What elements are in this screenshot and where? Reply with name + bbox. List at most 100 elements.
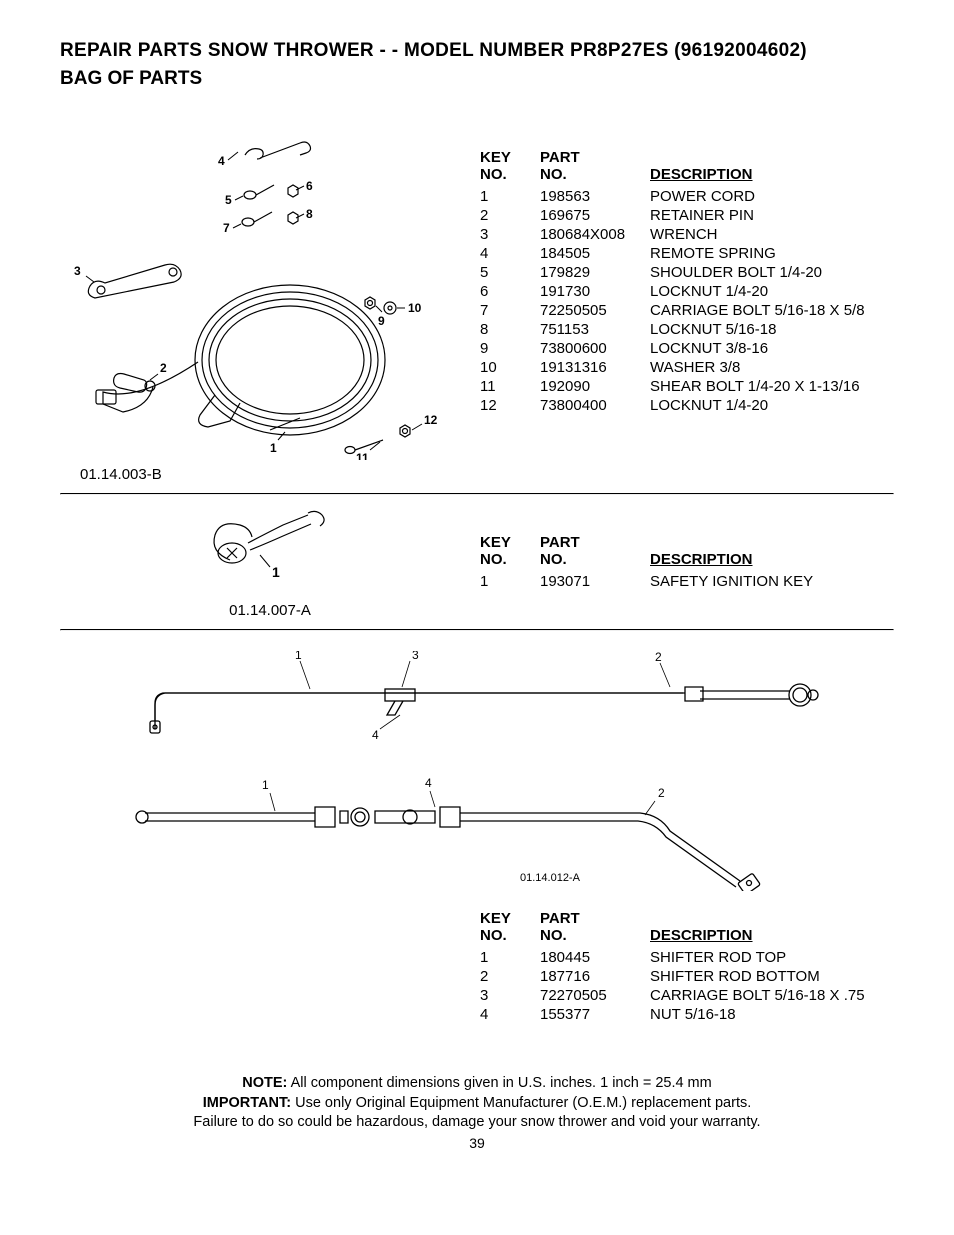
- cell-desc: REMOTE SPRING: [650, 244, 883, 263]
- svg-text:5: 5: [225, 193, 232, 207]
- cell-key: 12: [480, 396, 540, 415]
- svg-text:1: 1: [270, 441, 277, 455]
- cell-key: 3: [480, 986, 540, 1005]
- svg-text:1: 1: [272, 564, 280, 580]
- parts-table-1: KEYNO. PARTNO. DESCRIPTION 1198563POWER …: [480, 150, 883, 415]
- cell-desc: SAFETY IGNITION KEY: [650, 572, 831, 591]
- section-1: 4 5 6 7 8 3 2 1 9 10 11 12 01.14.003-B: [60, 120, 894, 493]
- cell-desc: WASHER 3/8: [650, 358, 883, 377]
- cell-part: 73800600: [540, 339, 650, 358]
- table-row: 1019131316WASHER 3/8: [480, 358, 883, 377]
- table-row: 8751153LOCKNUT 5/16-18: [480, 320, 883, 339]
- cell-desc: POWER CORD: [650, 187, 883, 206]
- cell-key: 10: [480, 358, 540, 377]
- notes-block: NOTE: All component dimensions given in …: [60, 1074, 894, 1133]
- col-key-header: KEYNO.: [480, 535, 540, 572]
- parts-table-3: KEYNO. PARTNO. DESCRIPTION 1180445SHIFTE…: [480, 911, 883, 1024]
- cell-desc: LOCKNUT 5/16-18: [650, 320, 883, 339]
- diagram-2-id: 01.14.007-A: [60, 602, 480, 619]
- diagram-1-column: 4 5 6 7 8 3 2 1 9 10 11 12 01.14.003-B: [60, 130, 480, 483]
- table-row: 3180684X008WRENCH: [480, 225, 883, 244]
- cell-key: 9: [480, 339, 540, 358]
- svg-text:1: 1: [295, 651, 302, 662]
- note-line-3: Failure to do so could be hazardous, dam…: [60, 1113, 894, 1133]
- col-desc-header: DESCRIPTION: [650, 150, 883, 187]
- col-desc-header: DESCRIPTION: [650, 911, 883, 948]
- cell-desc: CARRIAGE BOLT 5/16-18 X 5/8: [650, 301, 883, 320]
- cell-desc: RETAINER PIN: [650, 206, 883, 225]
- cell-desc: SHIFTER ROD BOTTOM: [650, 967, 883, 986]
- cell-part: 19131316: [540, 358, 650, 377]
- cell-desc: LOCKNUT 1/4-20: [650, 396, 883, 415]
- cell-key: 7: [480, 301, 540, 320]
- cell-desc: SHOULDER BOLT 1/4-20: [650, 263, 883, 282]
- cell-part: 72270505: [540, 986, 650, 1005]
- cell-desc: WRENCH: [650, 225, 883, 244]
- diagram-1-id: 01.14.003-B: [60, 466, 480, 483]
- cell-key: 6: [480, 282, 540, 301]
- note-line-2: IMPORTANT: Use only Original Equipment M…: [60, 1094, 894, 1114]
- parts-table-2: KEYNO. PARTNO. DESCRIPTION 1193071SAFETY…: [480, 535, 831, 591]
- table-3-column: KEYNO. PARTNO. DESCRIPTION 1180445SHIFTE…: [480, 911, 894, 1024]
- svg-text:2: 2: [658, 786, 665, 800]
- table-row: 11192090SHEAR BOLT 1/4-20 X 1-13/16: [480, 377, 883, 396]
- table-row: 6191730LOCKNUT 1/4-20: [480, 282, 883, 301]
- col-key-header: KEYNO.: [480, 150, 540, 187]
- table-row: 2169675RETAINER PIN: [480, 206, 883, 225]
- cell-key: 1: [480, 187, 540, 206]
- parts-table-3-body: 1180445SHIFTER ROD TOP2187716SHIFTER ROD…: [480, 948, 883, 1024]
- table-row: 772250505CARRIAGE BOLT 5/16-18 X 5/8: [480, 301, 883, 320]
- cell-part: 198563: [540, 187, 650, 206]
- table-row: 1180445SHIFTER ROD TOP: [480, 948, 883, 967]
- cell-part: 751153: [540, 320, 650, 339]
- table-1-column: KEYNO. PARTNO. DESCRIPTION 1198563POWER …: [480, 130, 894, 415]
- page-number: 39: [60, 1135, 894, 1151]
- table-row: 2187716SHIFTER ROD BOTTOM: [480, 967, 883, 986]
- cell-desc: CARRIAGE BOLT 5/16-18 X .75: [650, 986, 883, 1005]
- cell-desc: SHIFTER ROD TOP: [650, 948, 883, 967]
- table-row: 5179829SHOULDER BOLT 1/4-20: [480, 263, 883, 282]
- col-desc-header: DESCRIPTION: [650, 535, 831, 572]
- table-row: 1273800400LOCKNUT 1/4-20: [480, 396, 883, 415]
- table-row: 973800600LOCKNUT 3/8-16: [480, 339, 883, 358]
- table-row: 372270505CARRIAGE BOLT 5/16-18 X .75: [480, 986, 883, 1005]
- cell-part: 180684X008: [540, 225, 650, 244]
- cell-part: 193071: [540, 572, 650, 591]
- page-title-block: REPAIR PARTS SNOW THROWER - - MODEL NUMB…: [60, 40, 894, 90]
- table-row: 1198563POWER CORD: [480, 187, 883, 206]
- section-2: 1 01.14.007-A KEYNO. PARTNO. DESCRIPTION…: [60, 495, 894, 629]
- cell-key: 11: [480, 377, 540, 396]
- parts-table-2-body: 1193071SAFETY IGNITION KEY: [480, 572, 831, 591]
- section-3: 1 3 2 4 1 4: [60, 631, 894, 1034]
- diagram-2-column: 1 01.14.007-A: [60, 505, 480, 619]
- cell-part: 192090: [540, 377, 650, 396]
- svg-text:2: 2: [655, 651, 662, 664]
- cell-part: 187716: [540, 967, 650, 986]
- cell-key: 5: [480, 263, 540, 282]
- svg-text:7: 7: [223, 221, 230, 235]
- diagram-3-id-inline: 01.14.012-A: [520, 872, 581, 884]
- note-label: NOTE:: [242, 1075, 287, 1091]
- diagram-3: 1 3 2 4 1 4: [60, 641, 894, 891]
- table-row: 4155377NUT 5/16-18: [480, 1005, 883, 1024]
- cell-part: 155377: [540, 1005, 650, 1024]
- table-row: 4184505REMOTE SPRING: [480, 244, 883, 263]
- col-part-header: PARTNO.: [540, 535, 650, 572]
- title-line-2: BAG OF PARTS: [60, 68, 894, 90]
- cell-desc: LOCKNUT 3/8-16: [650, 339, 883, 358]
- col-key-header: KEYNO.: [480, 911, 540, 948]
- cell-desc: SHEAR BOLT 1/4-20 X 1-13/16: [650, 377, 883, 396]
- svg-text:10: 10: [408, 301, 422, 315]
- cell-part: 72250505: [540, 301, 650, 320]
- svg-text:6: 6: [306, 179, 313, 193]
- note-text-1: All component dimensions given in U.S. i…: [287, 1075, 711, 1091]
- cell-key: 2: [480, 967, 540, 986]
- cell-part: 180445: [540, 948, 650, 967]
- svg-text:8: 8: [306, 207, 313, 221]
- cell-part: 191730: [540, 282, 650, 301]
- parts-table-1-body: 1198563POWER CORD2169675RETAINER PIN3180…: [480, 187, 883, 415]
- note-text-2: Use only Original Equipment Manufacturer…: [291, 1095, 751, 1111]
- cell-part: 169675: [540, 206, 650, 225]
- cell-part: 179829: [540, 263, 650, 282]
- svg-text:12: 12: [424, 413, 438, 427]
